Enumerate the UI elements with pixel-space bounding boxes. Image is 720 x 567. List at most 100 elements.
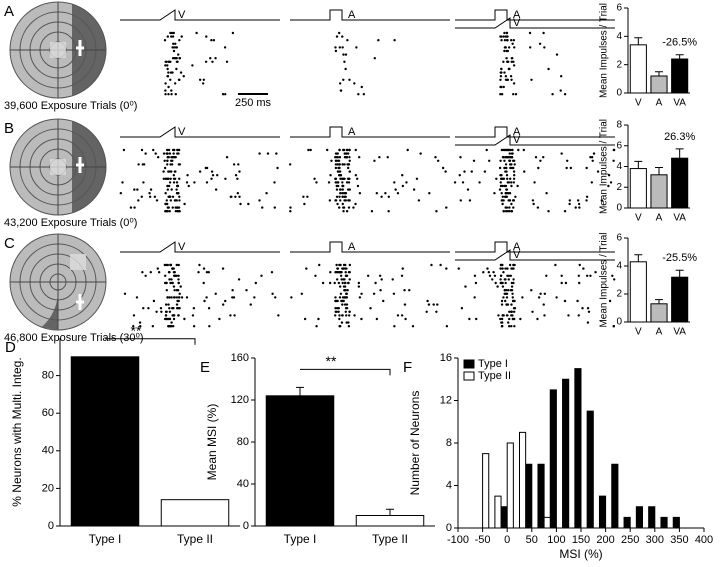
raster-dot <box>505 292 509 295</box>
raster-dot <box>334 159 338 162</box>
y-tick-label: 16 <box>440 352 452 364</box>
raster-dot <box>224 93 227 96</box>
raster-dot <box>342 78 345 82</box>
raster-dot <box>177 307 180 310</box>
raster-dot <box>354 174 358 177</box>
raster-dot <box>205 166 209 170</box>
raster-dot <box>466 188 470 191</box>
raster-dot <box>514 195 517 198</box>
raster-dot <box>137 199 140 202</box>
raster-dot <box>357 93 360 96</box>
raster-dot <box>169 281 172 285</box>
raster-dot <box>506 35 509 38</box>
raster-dot <box>164 210 167 213</box>
raster-dot <box>380 195 383 198</box>
histogram-bar <box>500 506 508 529</box>
raster-dot <box>329 174 332 177</box>
raster-dot <box>339 199 342 202</box>
raster-dot <box>504 192 508 195</box>
raster-dot <box>172 296 176 299</box>
y-tick-label: 6 <box>616 233 622 244</box>
raster-dot <box>342 192 346 195</box>
raster-dot <box>339 89 343 92</box>
raster-dot <box>594 271 597 274</box>
raster-dot <box>208 325 211 328</box>
raster-dot <box>498 166 502 170</box>
raster-dot <box>151 325 155 328</box>
raster-dot <box>551 93 554 96</box>
y-tick-label: 80 <box>237 436 249 448</box>
raster-dot <box>338 325 341 328</box>
raster-dot <box>507 289 510 292</box>
stimulus-label: A <box>348 241 356 253</box>
x-tick-label: V <box>635 327 642 338</box>
raster-dot <box>498 188 502 191</box>
raster-dot <box>174 199 177 202</box>
raster-dot <box>173 82 177 85</box>
raster-dot <box>483 170 487 173</box>
raster-dot <box>230 195 233 198</box>
raster-dot <box>504 267 507 270</box>
raster-dot <box>343 289 346 292</box>
raster-dot <box>513 163 516 166</box>
raster-dot <box>502 210 506 213</box>
raster-dot <box>542 31 545 35</box>
raster-dot <box>221 303 225 306</box>
raster-dot <box>343 156 347 159</box>
raster-dot <box>505 303 508 306</box>
stimulus-label: A <box>513 126 521 138</box>
raster-dot <box>528 31 532 35</box>
raster-dot <box>510 163 513 166</box>
raster-dot <box>576 299 579 303</box>
raster-dot <box>342 210 345 213</box>
error-bar <box>634 254 643 262</box>
stimulus-trace <box>455 249 615 261</box>
raster-dot <box>411 325 415 328</box>
error-bar <box>634 160 643 169</box>
histogram-bar <box>525 463 533 529</box>
raster-dot <box>172 317 176 321</box>
raster-dot <box>585 166 588 170</box>
raster-dot <box>511 292 514 295</box>
raster-dot <box>136 188 139 191</box>
raster-dot <box>167 317 171 321</box>
raster-dot <box>501 177 504 180</box>
raster-dot <box>564 281 568 285</box>
x-tick-label: A <box>656 98 663 109</box>
raster-dot <box>175 303 179 306</box>
raster-dot <box>500 317 504 321</box>
raster-dot <box>499 184 503 188</box>
x-tick-label: -50 <box>475 534 491 546</box>
caption: 43,200 Exposure Trials (0⁰) <box>4 217 137 229</box>
raster-dot <box>121 181 124 184</box>
raster-dot <box>369 307 372 310</box>
raster-dot <box>162 177 165 180</box>
bar <box>629 168 647 209</box>
raster-dot <box>503 49 506 53</box>
raster-dot <box>185 296 189 299</box>
raster-dot <box>165 289 168 292</box>
histogram-bar <box>648 506 656 529</box>
raster-dot <box>348 170 352 173</box>
raster-dot <box>493 274 497 277</box>
raster-dot <box>375 192 379 195</box>
raster-dot <box>342 267 345 270</box>
raster-dot <box>533 181 536 184</box>
raster-dot <box>338 148 341 152</box>
raster-dot <box>339 263 342 267</box>
raster-dot <box>166 206 169 209</box>
raster-dot <box>392 292 396 295</box>
raster-dot <box>341 46 344 49</box>
caption: 46,800 Exposure Trials (30⁰) <box>4 332 144 344</box>
raster-dot <box>165 148 169 152</box>
raster-dot <box>123 292 127 295</box>
raster-dot <box>508 177 512 180</box>
raster-dot <box>173 57 177 60</box>
raster-dot <box>435 310 438 313</box>
raster-dot <box>342 278 345 281</box>
raster-dot <box>314 274 317 277</box>
raster-dot <box>334 296 337 299</box>
raster-dot <box>223 46 227 49</box>
raster-dot <box>164 82 167 85</box>
visual-stimulus <box>70 254 86 270</box>
